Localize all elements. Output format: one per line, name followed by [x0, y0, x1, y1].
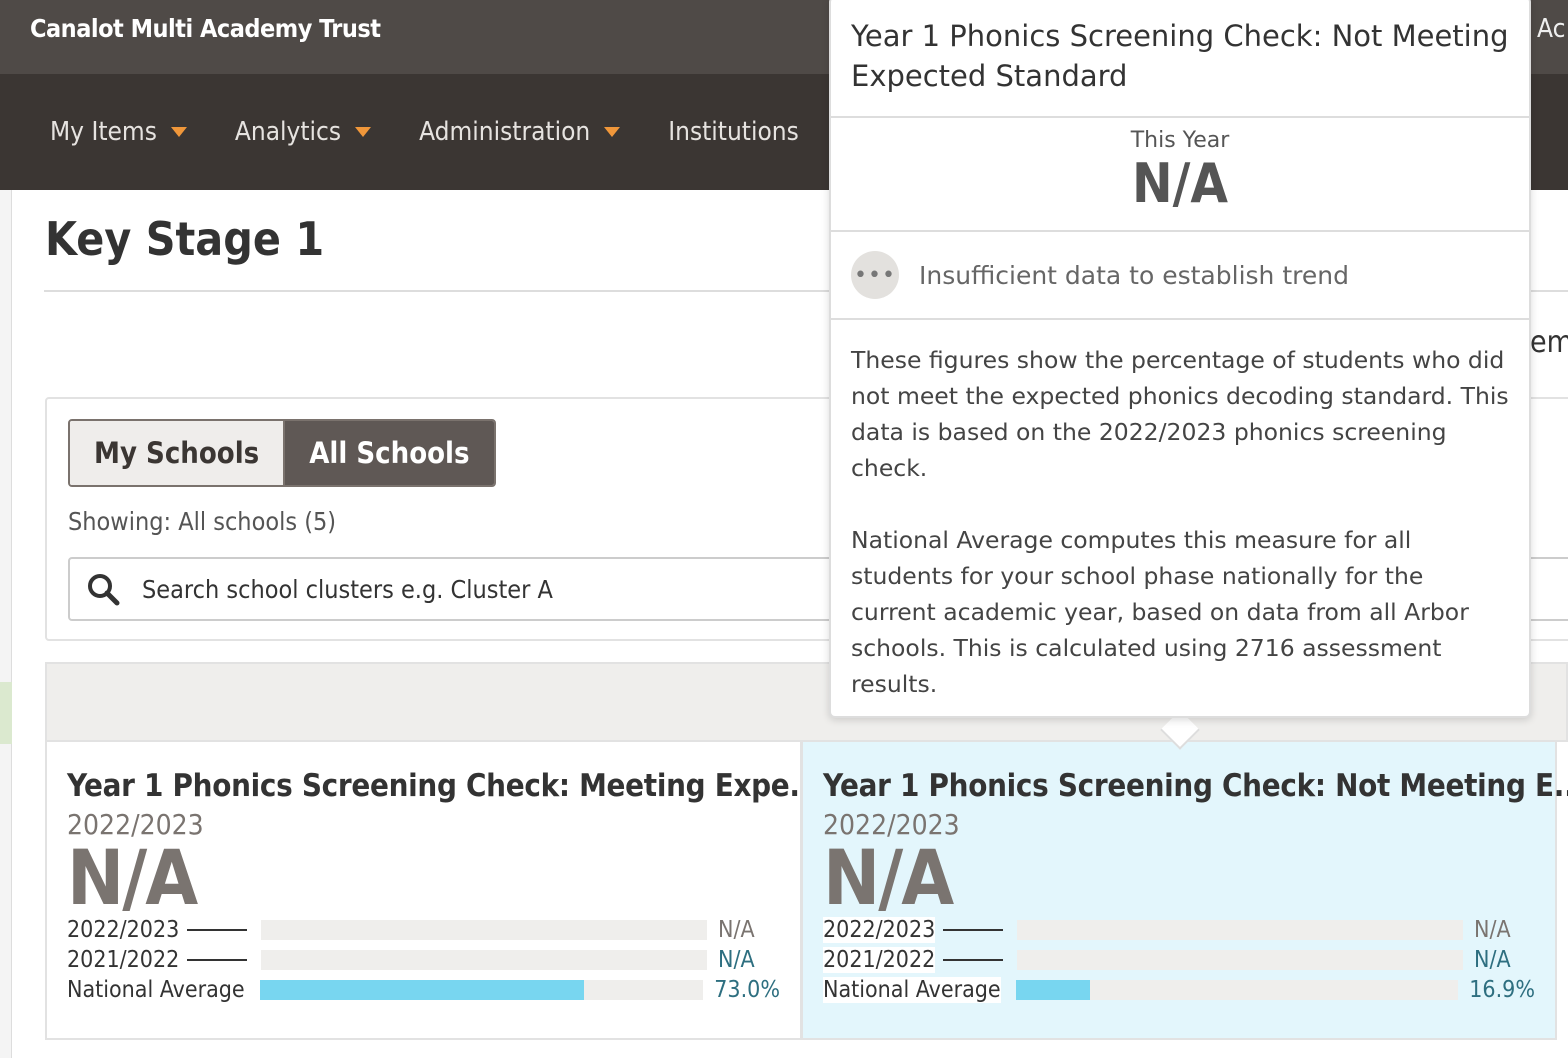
bar-label-group: 2022/2023 [67, 917, 261, 943]
trend-text: Insufficient data to establish trend [919, 260, 1349, 290]
all-schools-button[interactable]: All Schools [285, 421, 494, 485]
legend-line [943, 959, 1004, 961]
search-placeholder: Search school clusters e.g. Cluster A [142, 574, 553, 604]
this-year-block: This Year N/A [831, 118, 1529, 232]
card-value: N/A [823, 833, 954, 922]
legend-line [943, 929, 1004, 931]
bar-label: 2022/2023 [67, 917, 180, 943]
bar-value: N/A [718, 917, 755, 943]
bar-label: 2022/2023 [823, 917, 936, 943]
page-title: Key Stage 1 [45, 212, 325, 266]
background-text: em [1530, 325, 1568, 360]
nav-administration[interactable]: Administration [419, 117, 621, 147]
bar-track [259, 980, 704, 1000]
bar-row: National Average 16.9% [823, 975, 1535, 1005]
bar-label-group: National Average [823, 977, 1016, 1003]
metric-popover: Year 1 Phonics Screening Check: Not Meet… [829, 0, 1531, 718]
search-input[interactable]: Search school clusters e.g. Cluster A [68, 557, 1568, 621]
metric-card[interactable]: Year 1 Phonics Screening Check: Meeting … [45, 740, 821, 1040]
school-scope-toggle: My Schools All Schools [68, 419, 496, 487]
legend-line [187, 929, 248, 931]
nav-label: Institutions [668, 117, 799, 147]
bar-fill [259, 980, 584, 1000]
card-bars: 2022/2023 N/A 2021/2022 N/A National Average… [823, 915, 1535, 1005]
divider [44, 290, 1568, 292]
caret-down-icon [170, 127, 187, 137]
nav-institutions[interactable]: Institutions [668, 117, 799, 147]
bar-value: 73.0% [714, 977, 780, 1003]
bar-value: N/A [1474, 917, 1511, 943]
nav-analytics[interactable]: Analytics [234, 117, 372, 147]
card-title: Year 1 Phonics Screening Check: Meeting … [67, 768, 821, 804]
bar-track [1017, 950, 1463, 970]
trend-row: ••• Insufficient data to establish trend [831, 232, 1529, 320]
this-year-value: N/A [1131, 152, 1228, 215]
bar-track [261, 950, 707, 970]
bar-track [261, 920, 707, 940]
my-schools-button[interactable]: My Schools [70, 421, 286, 485]
caret-down-icon [604, 127, 621, 137]
bar-label-group: 2021/2022 [823, 947, 1017, 973]
bar-track [1015, 980, 1459, 1000]
legend-line [187, 959, 248, 961]
bar-label: National Average [67, 977, 245, 1003]
card-bars: 2022/2023 N/A 2021/2022 N/A National Average… [67, 915, 780, 1005]
bar-label: 2021/2022 [823, 947, 936, 973]
bar-row: 2022/2023 N/A [823, 915, 1535, 945]
bar-label: National Average [823, 977, 1001, 1003]
ellipsis-icon: ••• [851, 251, 899, 299]
filter-panel: My Schools All Schools Showing: All scho… [45, 397, 1568, 641]
bar-row: National Average 73.0% [67, 975, 780, 1005]
caret-down-icon [355, 127, 372, 137]
bar-value: N/A [718, 947, 755, 973]
nav-label: Analytics [234, 117, 342, 147]
bar-fill [1015, 980, 1091, 1000]
bar-value: N/A [1474, 947, 1511, 973]
bar-row: 2022/2023 N/A [67, 915, 780, 945]
search-icon [88, 574, 120, 606]
this-year-label: This Year [1130, 128, 1230, 153]
card-year: 2022/2023 [823, 808, 960, 841]
card-value: N/A [67, 833, 198, 922]
popover-description: These figures show the percentage of stu… [831, 320, 1529, 724]
bar-value: 16.9% [1469, 977, 1535, 1003]
bar-row: 2021/2022 N/A [67, 945, 780, 975]
national-average-text: National Average computes this measure f… [851, 526, 1469, 698]
bar-label: 2021/2022 [67, 947, 180, 973]
sidebar-active-marker [0, 682, 12, 744]
nav-label: My Items [50, 117, 157, 147]
left-sidebar-edge [0, 190, 12, 1058]
popover-title: Year 1 Phonics Screening Check: Not Meet… [831, 0, 1529, 118]
bar-label-group: National Average [67, 977, 260, 1003]
bar-track [1017, 920, 1463, 940]
card-title: Year 1 Phonics Screening Check: Not Meet… [823, 768, 1568, 804]
bar-label-group: 2022/2023 [823, 917, 1017, 943]
bar-label-group: 2021/2022 [67, 947, 261, 973]
nav-my-items[interactable]: My Items [50, 117, 187, 147]
nav-label: Administration [419, 117, 591, 147]
showing-label: Showing: All schools (5) [68, 507, 337, 536]
card-year: 2022/2023 [67, 808, 204, 841]
description-text: These figures show the percentage of stu… [851, 346, 1509, 482]
metric-card-selected[interactable]: Year 1 Phonics Screening Check: Not Meet… [801, 740, 1568, 1040]
bar-row: 2021/2022 N/A [823, 945, 1535, 975]
brand-name[interactable]: Canalot Multi Academy Trust [30, 14, 381, 43]
